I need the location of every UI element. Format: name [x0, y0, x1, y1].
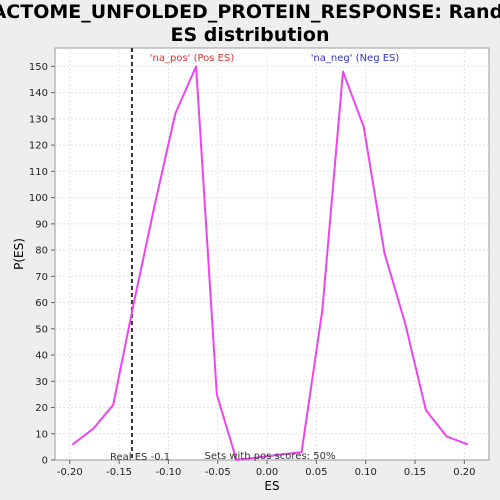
x-axis-label: ES [264, 479, 279, 493]
x-axis-ticks: -0.20 -0.15 -0.10 -0.05 0.00 0.05 0.10 0.15 0.20 [57, 460, 475, 478]
data-point [71, 443, 74, 446]
y-axis-ticks: 0 10 20 30 40 50 60 70 80 90 100 110 120 130 140 150 [29, 62, 55, 467]
data-point [174, 112, 177, 115]
y-tick-label: 150 [29, 62, 48, 73]
plot-area [54, 47, 490, 461]
y-tick-label: 40 [35, 351, 48, 362]
data-point [300, 451, 303, 453]
y-axis-label: P(ES) [12, 238, 26, 270]
grid-lines [55, 48, 489, 460]
neg-es-annotation: 'na_neg' (Neg ES) [311, 53, 400, 64]
y-tick-label: 60 [35, 298, 48, 309]
chart-title-line-1: REACTOME_UNFOLDED_PROTEIN_RESPONSE: Rand… [0, 1, 500, 23]
data-point [133, 301, 135, 304]
x-tick-label: 0.10 [355, 467, 377, 478]
x-tick-label: -0.15 [106, 467, 132, 478]
y-tick-label: 0 [42, 456, 48, 467]
data-point [235, 459, 238, 461]
y-tick-label: 130 [29, 114, 48, 125]
y-tick-label: 30 [35, 377, 48, 388]
x-tick-label: -0.20 [57, 467, 83, 478]
data-point [195, 65, 197, 68]
chart-title-line-2: ES distribution [171, 24, 330, 46]
data-point [466, 443, 469, 446]
real-es-annotation: Real ES -0.1 [110, 452, 170, 463]
x-tick-label: 0.20 [453, 467, 475, 478]
data-point [215, 393, 218, 396]
x-tick-label: 0.15 [404, 467, 426, 478]
x-tick-label: -0.10 [155, 467, 181, 478]
y-tick-label: 20 [35, 403, 48, 414]
y-tick-label: 90 [35, 219, 48, 230]
data-point [362, 125, 365, 128]
y-tick-label: 140 [29, 88, 48, 99]
sets-pos-scores-annotation: Sets with pos scores: 50% [205, 451, 336, 462]
x-tick-label: 0.05 [305, 467, 327, 478]
series-layer [71, 65, 469, 461]
y-tick-label: 70 [35, 272, 48, 283]
y-tick-label: 80 [35, 246, 48, 257]
x-tick-label: 0.00 [256, 467, 278, 478]
data-point [383, 251, 386, 254]
data-point [404, 322, 406, 325]
data-point [425, 409, 427, 411]
y-tick-label: 100 [29, 193, 48, 204]
y-tick-label: 50 [35, 324, 48, 335]
y-tick-label: 10 [35, 429, 48, 440]
y-tick-label: 120 [29, 141, 48, 152]
data-point [321, 309, 324, 312]
y-tick-label: 110 [29, 167, 48, 178]
series-line [72, 65, 468, 461]
data-point [153, 204, 156, 207]
data-point [445, 435, 448, 438]
x-tick-label: -0.05 [205, 467, 231, 478]
data-point [342, 70, 344, 73]
pos-es-annotation: 'na_pos' (Pos ES) [150, 53, 235, 64]
data-point [92, 427, 95, 430]
data-point [112, 404, 114, 406]
